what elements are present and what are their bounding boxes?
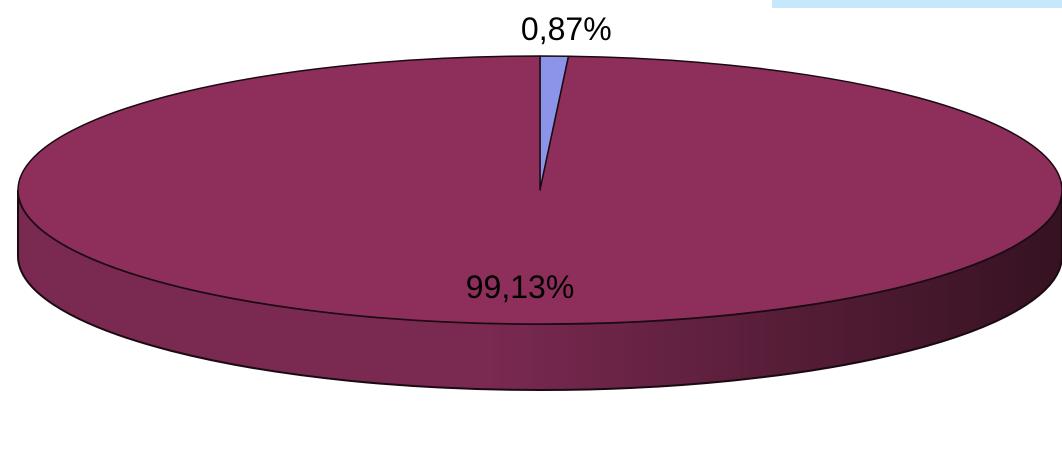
pie-slice-large bbox=[17, 55, 1062, 325]
slice-label-large: 99,13% bbox=[466, 269, 575, 305]
slice-label-small: 0,87% bbox=[521, 11, 612, 47]
corner-decoration-strip bbox=[772, 0, 1062, 8]
